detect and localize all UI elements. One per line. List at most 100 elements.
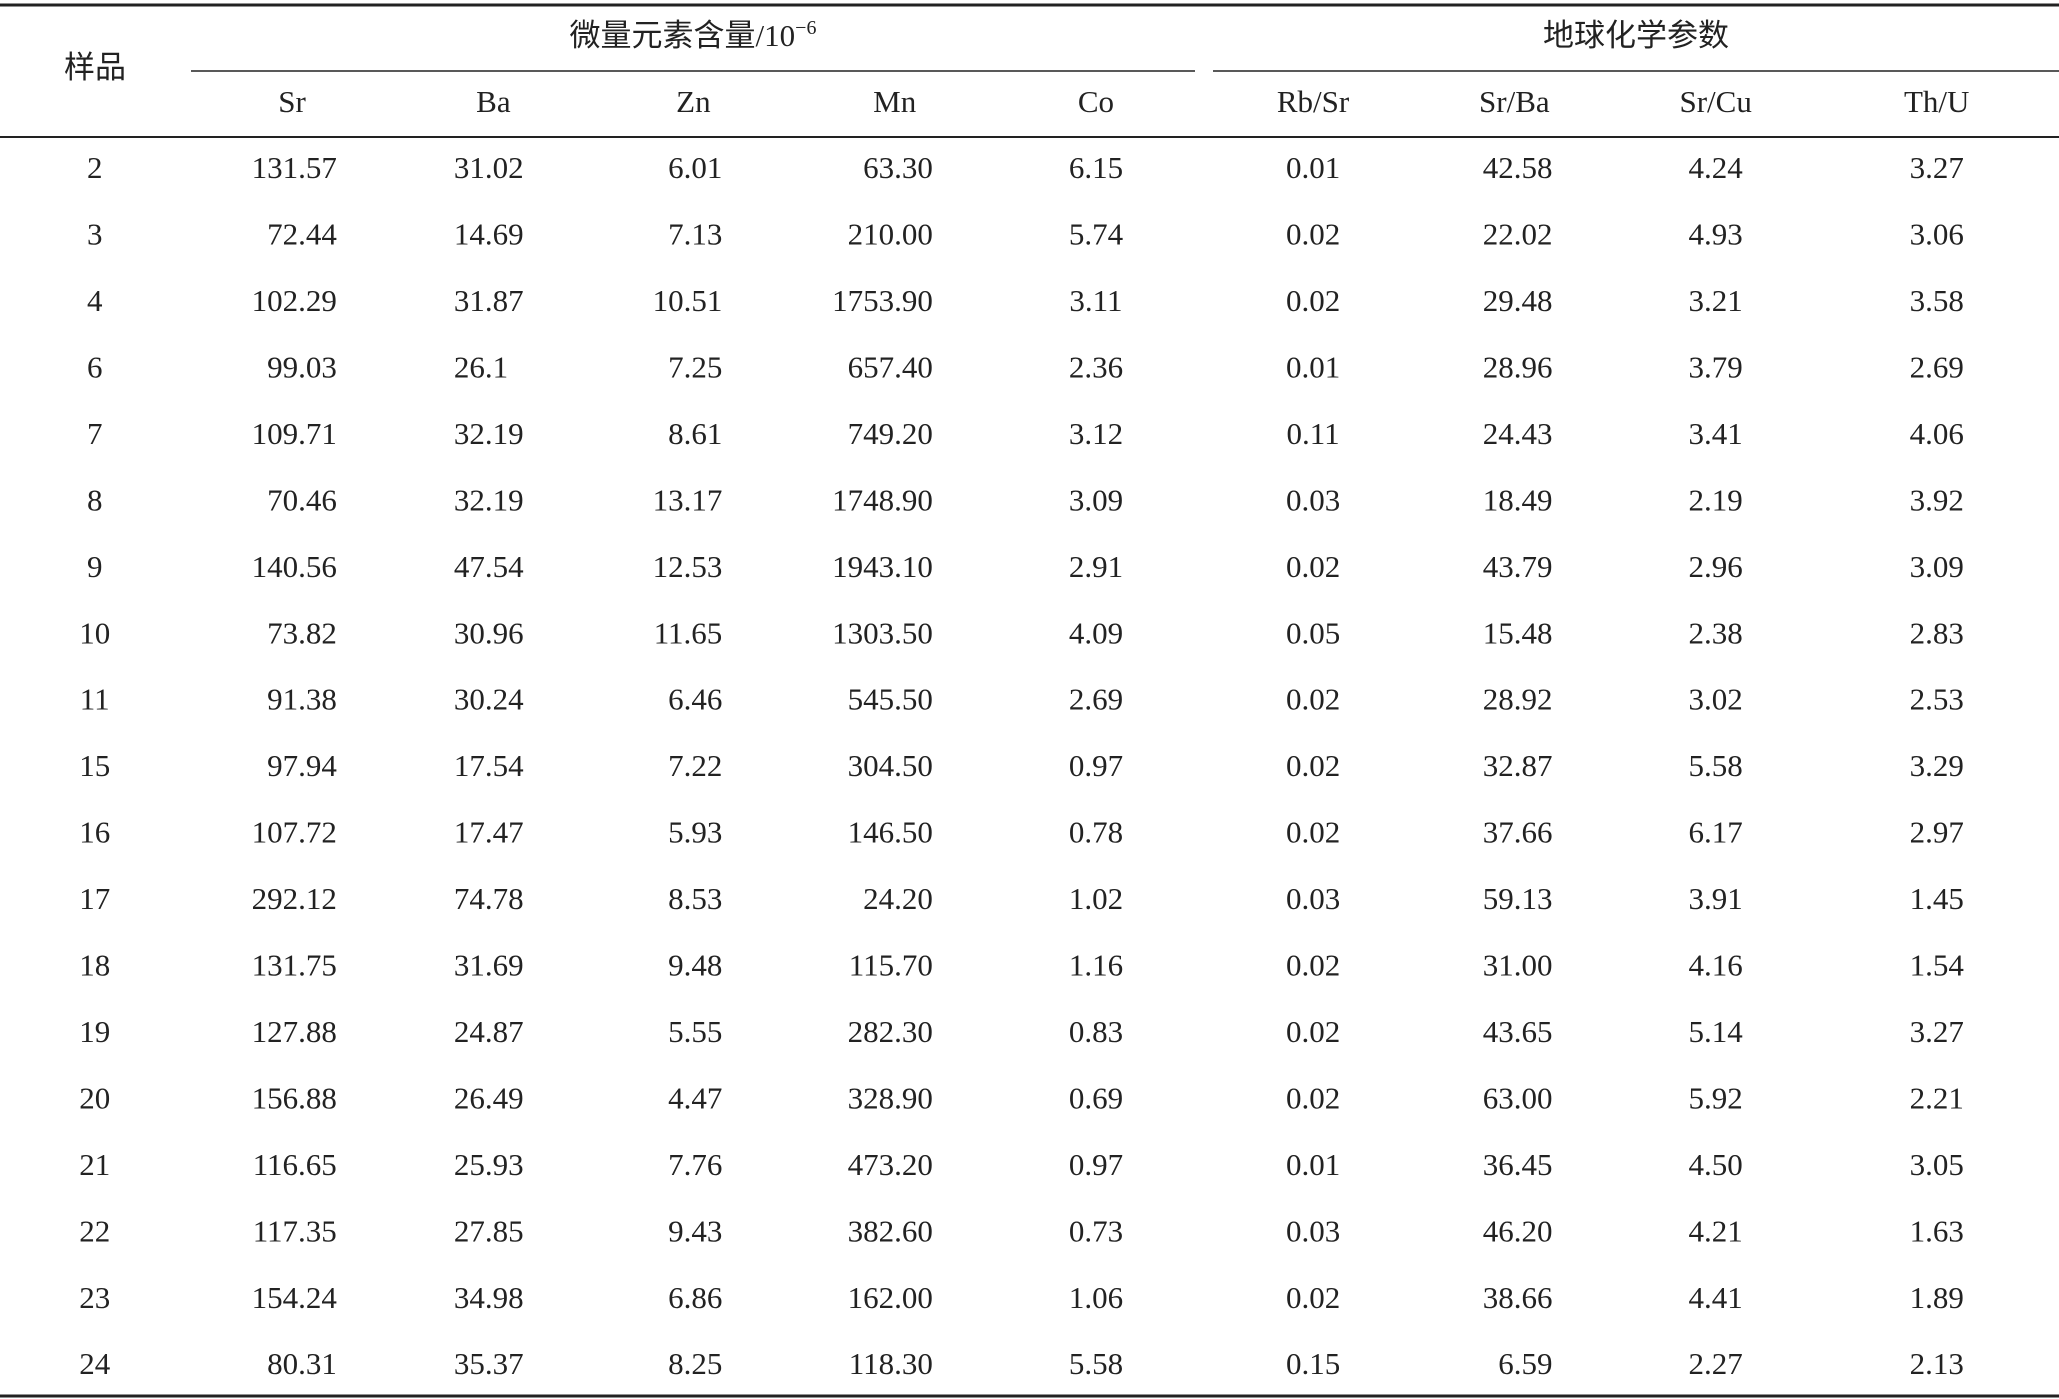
value-cell: 3.91 [1689,881,1743,916]
value-cell: 0.01 [1286,150,1340,185]
value-cell: 749.20 [848,416,933,451]
value-cell: 13.17 [653,482,723,517]
value-cell: 80.31 [267,1346,337,1381]
value-cell: 17.54 [454,748,524,783]
value-cell: 2.38 [1689,615,1743,650]
value-cell: 2.69 [1069,682,1123,717]
column-header: Sr [278,84,306,119]
value-cell: 5.93 [668,815,722,850]
sample-cell: 3 [87,217,103,252]
value-cell: 59.13 [1483,881,1553,916]
group-header: 微量元素含量/10−6 [570,17,817,54]
value-cell: 2.53 [1910,682,1964,717]
value-cell: 3.21 [1689,283,1743,318]
value-cell: 2.19 [1689,482,1743,517]
value-cell: 5.14 [1689,1014,1744,1049]
value-cell: 6.46 [668,682,722,717]
value-cell: 38.66 [1483,1280,1553,1315]
sample-cell: 17 [79,881,110,916]
sample-cell: 11 [80,682,110,717]
sample-cell: 16 [79,815,110,850]
value-cell: 46.20 [1483,1213,1553,1248]
value-cell: 8.53 [668,881,722,916]
value-cell: 0.05 [1286,615,1340,650]
value-cell: 304.50 [848,748,933,783]
column-header: Sr/Ba [1479,84,1550,119]
value-cell: 4.21 [1689,1213,1743,1248]
value-cell: 70.46 [267,482,337,517]
value-cell: 24.87 [454,1014,524,1049]
value-cell: 31.69 [454,948,524,983]
value-cell: 1303.50 [832,615,933,650]
sample-cell: 4 [87,283,103,318]
value-cell: 24.20 [863,881,933,916]
value-cell: 3.09 [1910,549,1964,584]
value-cell: 5.74 [1069,217,1124,252]
sample-cell: 8 [87,482,103,517]
value-cell: 3.27 [1910,1014,1964,1049]
value-cell: 1748.90 [832,482,933,517]
value-cell: 140.56 [252,549,337,584]
value-cell: 3.11 [1069,283,1122,318]
value-cell: 97.94 [267,748,337,783]
value-cell: 146.50 [848,815,933,850]
value-cell: 162.00 [848,1280,933,1315]
value-cell: 0.02 [1286,283,1340,318]
sample-cell: 7 [87,416,103,451]
value-cell: 0.97 [1069,1147,1123,1182]
value-cell: 9.43 [668,1213,722,1248]
value-cell: 29.48 [1483,283,1553,318]
value-cell: 109.71 [252,416,337,451]
value-cell: 154.24 [252,1280,338,1315]
value-cell: 131.75 [252,948,337,983]
value-cell: 292.12 [252,881,337,916]
value-cell: 28.92 [1483,682,1553,717]
value-cell: 12.53 [653,549,723,584]
value-cell: 4.50 [1689,1147,1743,1182]
value-cell: 4.41 [1689,1280,1743,1315]
value-cell: 32.87 [1483,748,1553,783]
value-cell: 0.02 [1286,948,1340,983]
value-cell: 26.49 [454,1080,524,1115]
sample-cell: 20 [79,1080,110,1115]
value-cell: 0.83 [1069,1014,1123,1049]
value-cell: 1.06 [1069,1280,1123,1315]
sample-cell: 10 [79,615,110,650]
sample-cell: 9 [87,549,103,584]
value-cell: 30.24 [454,682,524,717]
value-cell: 0.02 [1286,549,1340,584]
value-cell: 4.09 [1069,615,1123,650]
value-cell: 6.86 [668,1280,722,1315]
value-cell: 657.40 [848,349,933,384]
value-cell: 63.30 [863,150,933,185]
value-cell: 3.92 [1910,482,1964,517]
value-cell: 2.36 [1069,349,1123,384]
sample-cell: 6 [87,349,103,384]
value-cell: 11.65 [654,615,723,650]
value-cell: 115.70 [849,948,933,983]
value-cell: 3.02 [1689,682,1743,717]
value-cell: 4.16 [1689,948,1743,983]
value-cell: 4.93 [1689,217,1743,252]
value-cell: 0.02 [1286,1014,1340,1049]
value-cell: 107.72 [252,815,337,850]
value-cell: 26.1 [454,349,508,384]
value-cell: 31.00 [1483,948,1553,983]
value-cell: 24.43 [1483,416,1553,451]
value-cell: 210.00 [848,217,933,252]
value-cell: 0.15 [1286,1346,1340,1381]
value-cell: 15.48 [1483,615,1553,650]
value-cell: 0.01 [1286,349,1340,384]
value-cell: 3.41 [1689,416,1743,451]
value-cell: 30.96 [454,615,524,650]
value-cell: 102.29 [252,283,337,318]
value-cell: 36.45 [1483,1147,1553,1182]
value-cell: 72.44 [267,217,337,252]
value-cell: 1753.90 [832,283,933,318]
column-header: Ba [476,84,511,119]
value-cell: 5.58 [1689,748,1743,783]
value-cell: 35.37 [454,1346,524,1381]
value-cell: 1943.10 [832,549,933,584]
value-cell: 7.22 [668,748,722,783]
